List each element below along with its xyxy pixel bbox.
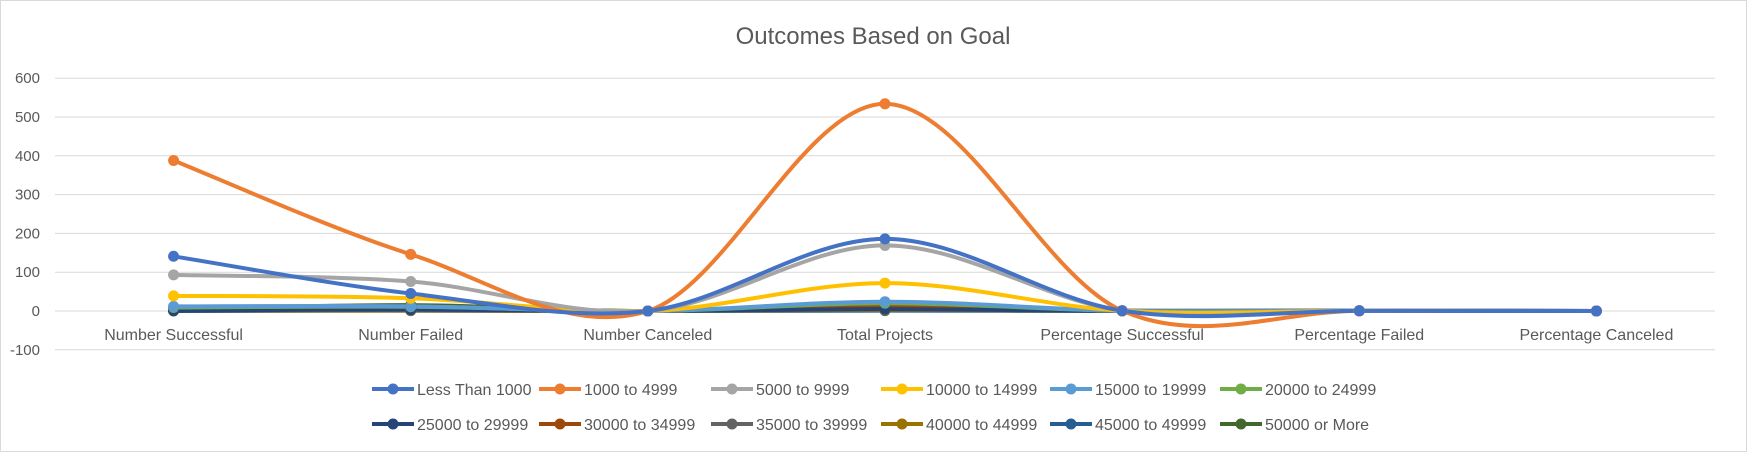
legend-label: 1000 to 4999	[584, 382, 678, 399]
legend-label: 35000 to 39999	[756, 417, 867, 434]
data-point	[168, 300, 180, 312]
legend-item: 5000 to 9999	[711, 382, 850, 399]
data-point	[1116, 305, 1128, 317]
x-category-label: Number Canceled	[583, 327, 712, 344]
x-category-label: Percentage Failed	[1294, 327, 1424, 344]
y-tick-label: 400	[15, 148, 40, 165]
legend-swatch-marker	[896, 418, 908, 430]
legend-item: 20000 to 24999	[1220, 382, 1376, 399]
x-category-label: Total Projects	[837, 327, 933, 344]
legend-item: 25000 to 29999	[372, 417, 528, 434]
y-tick-label: 200	[15, 225, 40, 242]
x-category-label: Percentage Successful	[1040, 327, 1204, 344]
legend-label: 45000 to 49999	[1095, 417, 1206, 434]
legend-label: Less Than 1000	[417, 382, 532, 399]
legend-swatch-marker	[896, 383, 908, 395]
y-tick-label: 600	[15, 70, 40, 87]
legend-label: 5000 to 9999	[756, 382, 850, 399]
x-category-label: Number Successful	[104, 327, 243, 344]
data-point	[405, 300, 417, 312]
data-point	[168, 269, 180, 281]
data-point	[879, 277, 891, 289]
x-category-label: Number Failed	[358, 327, 463, 344]
data-point	[405, 276, 417, 288]
data-point	[1353, 305, 1365, 317]
legend-label: 15000 to 19999	[1095, 382, 1206, 399]
legend-swatch-marker	[387, 418, 399, 430]
legend-swatch-marker	[554, 383, 566, 395]
legend-swatch-marker	[387, 383, 399, 395]
legend-swatch-marker	[726, 418, 738, 430]
data-point	[879, 233, 891, 245]
legend-swatch-marker	[1235, 418, 1247, 430]
legend-label: 10000 to 14999	[926, 382, 1037, 399]
series-lines	[171, 101, 1599, 329]
y-tick-label: -100	[10, 342, 40, 359]
legend-item: Less Than 1000	[372, 382, 532, 399]
series-points	[168, 98, 1602, 317]
legend-item: 50000 or More	[1220, 417, 1369, 434]
series-line	[171, 101, 1599, 329]
legend-item: 1000 to 4999	[539, 382, 678, 399]
legend-item: 30000 to 34999	[539, 417, 695, 434]
legend-swatch-marker	[726, 383, 738, 395]
legend-item: 40000 to 44999	[881, 417, 1037, 434]
y-tick-label: 100	[15, 264, 40, 281]
data-point	[168, 250, 180, 262]
legend-item: 10000 to 14999	[881, 382, 1037, 399]
data-point	[879, 296, 891, 308]
legend: Less Than 1000 1000 to 4999 5000 to 9999 10…	[372, 382, 1376, 434]
legend-swatch-marker	[1235, 383, 1247, 395]
y-axis-ticks: -100 0 100 200 300 400 500 600	[10, 70, 40, 359]
chart-title: Outcomes Based on Goal	[736, 23, 1011, 50]
data-point	[1590, 305, 1602, 317]
data-point	[879, 98, 891, 110]
legend-item: 35000 to 39999	[711, 417, 867, 434]
y-tick-label: 300	[15, 187, 40, 204]
y-tick-label: 0	[32, 303, 40, 320]
legend-item: 45000 to 49999	[1050, 417, 1206, 434]
legend-swatch-marker	[1065, 418, 1077, 430]
x-axis-categories: Number Successful Number Failed Number Can…	[104, 327, 1673, 344]
legend-label: 30000 to 34999	[584, 417, 695, 434]
y-tick-label: 500	[15, 109, 40, 126]
x-category-label: Percentage Canceled	[1519, 327, 1673, 344]
legend-swatch-marker	[1065, 383, 1077, 395]
legend-label: 50000 or More	[1265, 417, 1369, 434]
legend-item: 15000 to 19999	[1050, 382, 1206, 399]
data-point	[168, 154, 180, 166]
legend-swatch-marker	[554, 418, 566, 430]
legend-label: 20000 to 24999	[1265, 382, 1376, 399]
data-point	[168, 290, 180, 302]
data-point	[405, 288, 417, 300]
legend-label: 25000 to 29999	[417, 417, 528, 434]
data-point	[405, 248, 417, 260]
legend-label: 40000 to 44999	[926, 417, 1037, 434]
data-point	[642, 305, 654, 317]
